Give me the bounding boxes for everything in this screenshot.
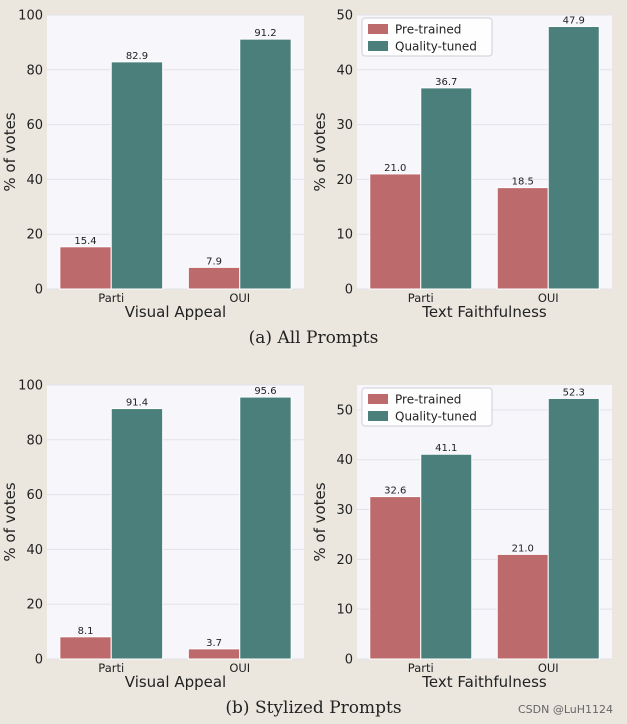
legend: Pre-trained Quality-tuned [361, 387, 493, 427]
legend-label: Quality-tuned [395, 410, 477, 424]
data-label: 52.3 [563, 387, 585, 398]
y-tick-label: 80 [26, 63, 43, 78]
x-tick-label: Parti [98, 291, 124, 305]
legend: Pre-trained Quality-tuned [361, 17, 493, 57]
x-tick-label: Parti [98, 661, 124, 675]
bar [420, 453, 473, 660]
x-axis-label: Text Faithfulness [421, 303, 547, 321]
legend-swatch [368, 394, 388, 404]
x-axis-label: Visual Appeal [125, 303, 226, 321]
data-label: 15.4 [74, 236, 96, 247]
y-axis-label: % of votes [311, 112, 329, 191]
y-tick-label: 60 [26, 118, 43, 133]
y-tick-label: 30 [336, 503, 353, 518]
x-tick-label: OUI [229, 291, 250, 305]
watermark: CSDN @LuH1124 [517, 703, 613, 716]
bar [110, 61, 164, 290]
bar [369, 496, 422, 660]
bar [59, 246, 112, 290]
bar [496, 187, 549, 290]
chart-panel-2: 0 10 20 30 40 50 Parti 21.0 36.7 OUI 18.5 47.9 Text … [311, 9, 612, 321]
bar [547, 397, 600, 660]
y-tick-label: 20 [336, 173, 353, 188]
y-tick-label: 60 [26, 488, 43, 503]
x-axis-label: Text Faithfulness [421, 673, 547, 691]
x-tick-label: Parti [408, 661, 434, 675]
bar [369, 173, 422, 290]
y-axis-label: % of votes [311, 482, 329, 561]
legend-box [361, 387, 493, 427]
data-label: 95.6 [254, 386, 276, 397]
data-label: 91.2 [254, 28, 276, 39]
y-tick-label: 0 [345, 283, 353, 298]
y-tick-label: 40 [336, 63, 353, 78]
bar [59, 636, 112, 660]
legend-swatch [368, 411, 388, 421]
data-label: 47.9 [563, 16, 585, 27]
chart-panel-3: 0 20 40 60 80 100 Parti 8.1 91.4 OUI 3.7 95.6 Visual… [1, 379, 304, 691]
bar [239, 38, 292, 290]
legend-label: Pre-trained [395, 393, 461, 407]
chart-panel-4: 0 10 20 30 40 50 Parti 32.6 41.1 OUI 21.0 52.3 Text … [311, 385, 612, 691]
y-tick-label: 50 [336, 9, 353, 24]
y-tick-label: 50 [336, 403, 353, 418]
y-tick-label: 20 [26, 228, 43, 243]
y-tick-label: 40 [26, 173, 43, 188]
data-label: 82.9 [126, 51, 148, 62]
bar [420, 87, 473, 290]
data-label: 41.1 [435, 443, 457, 454]
y-tick-label: 30 [336, 118, 353, 133]
x-tick-label: OUI [229, 661, 250, 675]
y-axis-label: % of votes [1, 482, 19, 561]
y-tick-label: 100 [18, 379, 43, 394]
caption-stylized-prompts: (b) Stylized Prompts [225, 698, 402, 718]
y-tick-label: 40 [336, 453, 353, 468]
chart-panel-1: 0 20 40 60 80 100 Parti 15.4 82.9 OUI 7.9 91.2 Visua… [1, 9, 304, 321]
legend-label: Quality-tuned [395, 40, 477, 54]
y-tick-label: 20 [336, 553, 353, 568]
bar [239, 396, 292, 660]
y-tick-label: 20 [26, 598, 43, 613]
legend-label: Pre-trained [395, 23, 461, 37]
data-label: 18.5 [512, 177, 534, 188]
bar [547, 26, 600, 290]
bar [496, 553, 549, 660]
data-label: 7.9 [206, 256, 222, 267]
y-tick-label: 0 [345, 653, 353, 668]
x-tick-label: OUI [538, 661, 559, 675]
bar [187, 648, 241, 660]
y-tick-label: 10 [336, 228, 353, 243]
bar [110, 408, 164, 660]
y-tick-label: 0 [35, 653, 43, 668]
x-tick-label: Parti [408, 291, 434, 305]
y-tick-label: 80 [26, 433, 43, 448]
x-tick-label: OUI [538, 291, 559, 305]
legend-swatch [368, 24, 388, 34]
y-tick-label: 10 [336, 603, 353, 618]
x-axis-label: Visual Appeal [125, 673, 226, 691]
y-tick-label: 100 [18, 9, 43, 24]
y-tick-label: 0 [35, 283, 43, 298]
data-label: 36.7 [435, 77, 457, 88]
legend-box [361, 17, 493, 57]
data-label: 32.6 [384, 486, 406, 497]
caption-all-prompts: (a) All Prompts [248, 328, 379, 348]
y-tick-label: 40 [26, 543, 43, 558]
data-label: 21.0 [384, 163, 406, 174]
bar [187, 266, 241, 290]
y-axis-label: % of votes [1, 112, 19, 191]
legend-swatch [368, 41, 388, 51]
data-label: 91.4 [126, 398, 148, 409]
data-label: 3.7 [206, 638, 222, 649]
data-label: 21.0 [512, 543, 534, 554]
data-label: 8.1 [78, 626, 94, 637]
